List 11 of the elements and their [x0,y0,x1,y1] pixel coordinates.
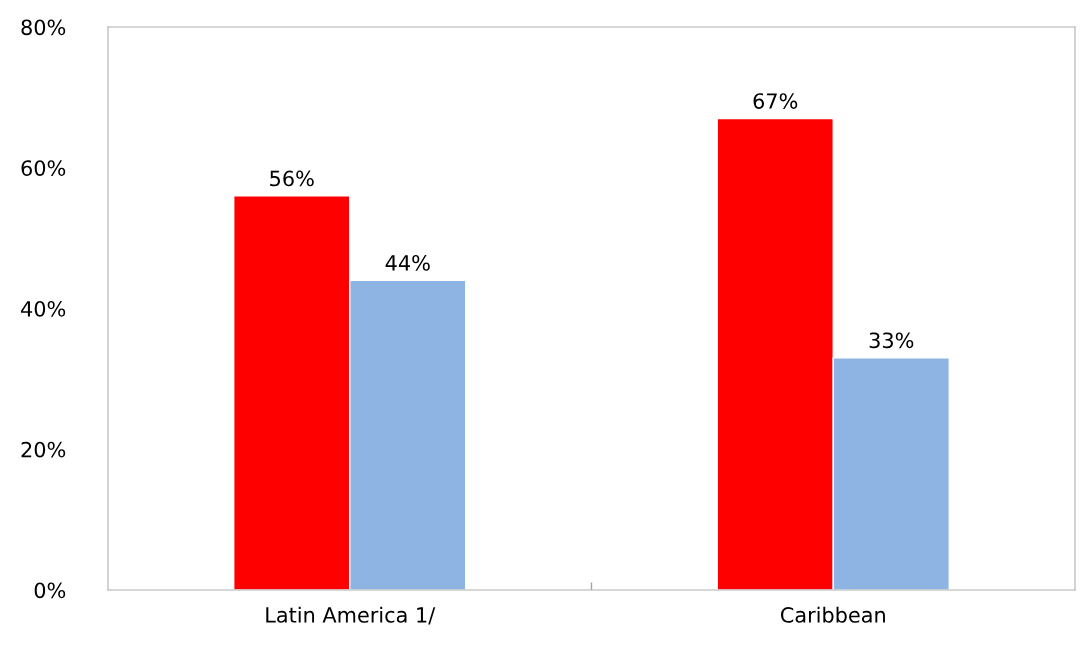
data-label: 33% [869,332,914,349]
y-tick-label: 60% [21,160,66,176]
y-tick-label: 0% [34,582,66,599]
y-tick-label: 20% [21,441,66,458]
data-label: 67% [753,93,798,109]
y-tick-label: 80% [21,19,66,36]
data-label: 56% [270,170,314,187]
data-label: 44% [385,255,430,271]
y-tick-label: 40% [21,300,66,317]
x-tick-label: Latin America 1/ [266,606,436,625]
x-tick-label: Caribbean [780,606,885,623]
